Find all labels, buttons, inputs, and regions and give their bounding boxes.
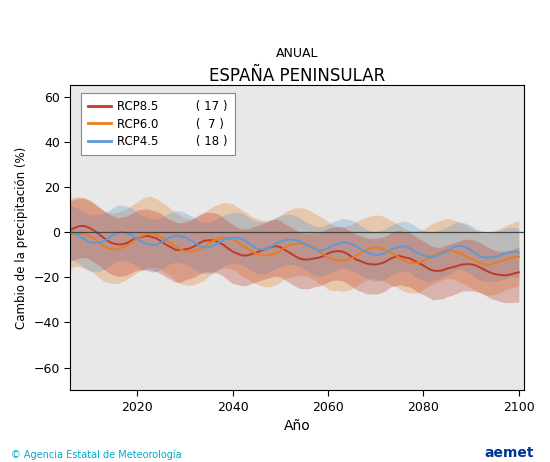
Legend: RCP8.5          ( 17 ), RCP6.0          (  7 ), RCP4.5          ( 18 ): RCP8.5 ( 17 ), RCP6.0 ( 7 ), RCP4.5 ( 18… xyxy=(81,93,235,155)
Text: aemet: aemet xyxy=(484,446,534,460)
Text: © Agencia Estatal de Meteorología: © Agencia Estatal de Meteorología xyxy=(11,449,182,460)
X-axis label: Año: Año xyxy=(284,419,310,433)
Text: ANUAL: ANUAL xyxy=(276,47,318,61)
Y-axis label: Cambio de la precipitación (%): Cambio de la precipitación (%) xyxy=(15,146,28,329)
Title: ESPAÑA PENINSULAR: ESPAÑA PENINSULAR xyxy=(209,67,385,85)
